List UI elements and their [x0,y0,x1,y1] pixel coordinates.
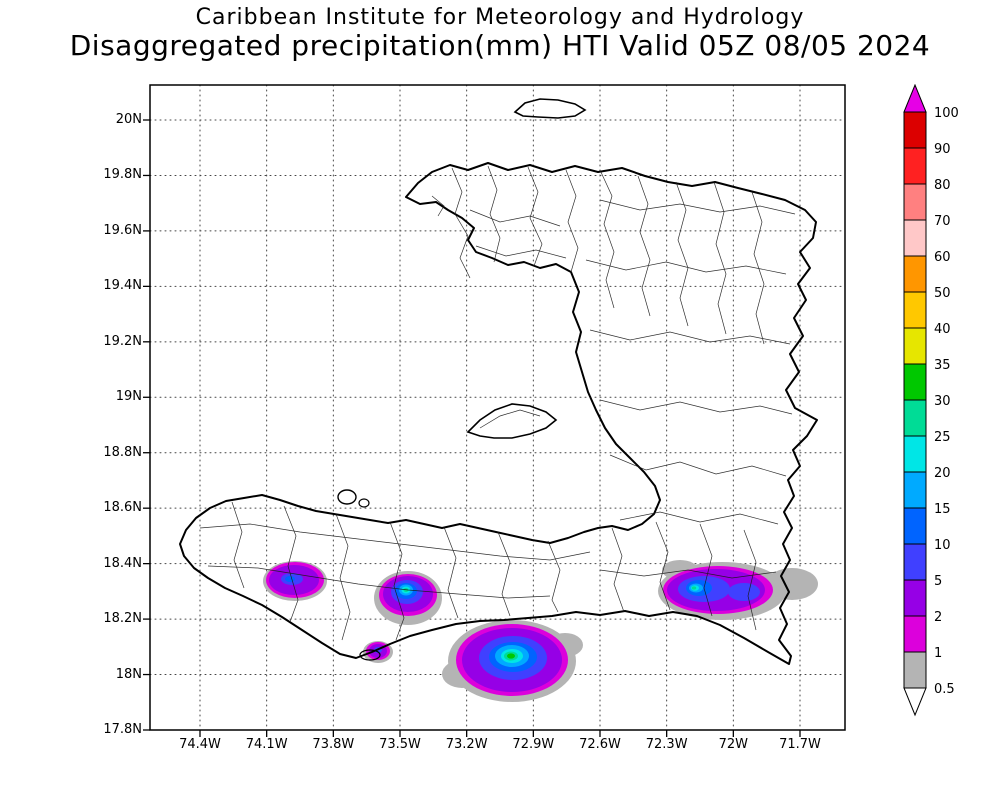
lat-tick-label: 18.8N [103,444,142,460]
ile-a-vache-island [359,649,381,661]
lat-tick-label: 19.8N [103,167,142,183]
legend-label: 30 [934,394,951,409]
legend-band-90-100 [903,111,927,149]
legend-arrow-top [903,84,927,113]
precip-contour [507,653,515,659]
legend-label: 15 [934,502,951,517]
lat-tick-label: 19.6N [103,222,142,238]
lon-tick-label: 74.1W [245,737,288,752]
legend-band-35-40 [903,327,927,365]
lat-tick-label: 19N [115,389,142,405]
legend-band-1-2 [903,615,927,653]
lon-tick-label: 72.9W [512,737,555,752]
lon-tick-label: 73.8W [312,737,355,752]
legend-label: 0.5 [934,682,955,697]
precip-contour [728,583,760,601]
legend-label: 40 [934,322,951,337]
lon-tick-label: 74.4W [179,737,221,752]
legend-label: 60 [934,250,951,265]
legend-band-50-60 [903,255,927,293]
legend-band-40-50 [903,291,927,329]
interior-boundaries [199,165,796,641]
lat-tick-label: 19.4N [103,278,142,294]
map-outline-layer [179,98,818,665]
legend-label: 1 [934,646,942,661]
legend-band-30-35 [903,363,927,401]
precip-contour [766,568,818,600]
legend-label: 20 [934,466,951,481]
legend-label: 100 [934,106,959,121]
legend-band-2-5 [903,579,927,617]
plot-frame [149,84,846,731]
legend-label: 35 [934,358,951,373]
legend-label: 50 [934,286,951,301]
lon-tick-label: 72.6W [579,737,621,752]
legend-band-15-20 [903,471,927,509]
tick-layer [143,119,801,737]
legend-label: 5 [934,574,942,589]
legend-band-0.5-1 [903,651,927,689]
legend-band-20-25 [903,435,927,473]
lat-tick-label: 20N [115,112,142,127]
cayemite-island [337,489,357,505]
lon-tick-label: 72W [718,737,749,752]
legend-band-5-10 [903,543,927,581]
figure-title-line2: Disaggregated precipitation(mm) HTI Vali… [69,29,931,62]
lat-tick-label: 19.2N [103,333,142,349]
precip-contour [285,576,295,582]
legend-band-10-15 [903,507,927,545]
lat-tick-label: 18.6N [103,500,142,516]
precip-contours [263,560,818,702]
precip-contour [691,586,697,590]
lon-tick-label: 72.3W [645,737,688,752]
legend-arrow-bottom [903,687,927,717]
lon-tick-label: 73.5W [379,737,421,752]
legend-band-70-80 [903,183,927,221]
lat-tick-label: 18.4N [103,555,142,571]
cayemite-small-island [358,498,370,508]
legend-band-60-70 [903,219,927,257]
legend-label: 90 [934,142,951,157]
gonave-island [466,403,558,439]
color-scale-legend: 100 90 80 70 60 50 40 35 30 25 20 15 10 5 2 1 0.5 [903,84,959,717]
lon-tick-label: 71.7W [779,737,821,752]
legend-band-25-30 [903,399,927,437]
legend-label: 25 [934,430,951,445]
legend-label: 10 [934,538,951,553]
legend-label: 2 [934,610,942,625]
lat-tick-label: 18.2N [103,611,142,627]
lat-tick-label: 18N [115,666,142,682]
haiti-coastline [179,162,818,665]
legend-label: 80 [934,178,951,193]
legend-band-80-90 [903,147,927,185]
lat-tick-label: 17.8N [103,721,142,737]
lon-tick-label: 73.2W [445,737,488,752]
figure-title-line1: Caribbean Institute for Meteorology and … [195,5,805,30]
tortuga-island [513,98,587,119]
legend-label: 70 [934,214,951,229]
